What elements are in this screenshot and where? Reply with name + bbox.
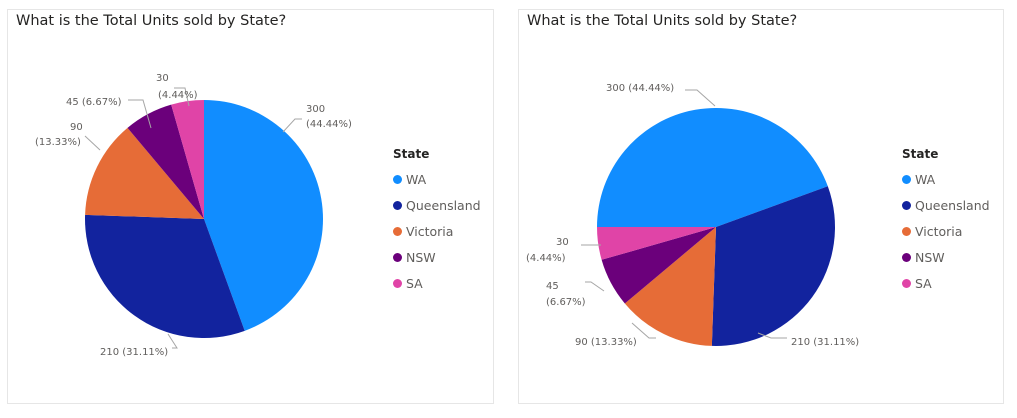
pie-slice-victoria[interactable] xyxy=(624,227,716,346)
legend: State WA Queensland Victoria NSW SA xyxy=(393,147,481,296)
legend-item-sa[interactable]: SA xyxy=(393,270,481,296)
pie-slice-nsw[interactable] xyxy=(127,104,204,219)
legend-label: NSW xyxy=(406,249,436,265)
data-label-queensland: 210 (31.11%) xyxy=(100,347,168,358)
legend-item-victoria[interactable]: Victoria xyxy=(393,218,481,244)
legend-label: WA xyxy=(406,171,427,187)
pie-chart-visual-1[interactable]: What is the Total Units sold by State? 3… xyxy=(7,9,494,404)
pie-slice-queensland[interactable] xyxy=(711,186,835,347)
legend-title: State xyxy=(393,147,430,161)
legend-dot-icon xyxy=(393,226,402,236)
legend-label: WA xyxy=(915,171,936,187)
pie-slice-sa[interactable] xyxy=(171,100,204,219)
legend-dot-icon xyxy=(393,252,402,262)
legend-dot-icon xyxy=(393,200,402,210)
data-label-sa: (4.44%) xyxy=(526,253,566,264)
legend-dot-icon xyxy=(393,278,402,288)
legend-item-nsw[interactable]: NSW xyxy=(393,244,481,270)
data-label-sa: 30 xyxy=(156,73,169,84)
data-label-nsw: (6.67%) xyxy=(546,297,586,308)
data-label-wa: 300 xyxy=(306,104,325,115)
legend-dot-icon xyxy=(902,226,911,236)
pie-slice-queensland[interactable] xyxy=(84,214,245,338)
pie-slice-sa[interactable] xyxy=(597,227,716,260)
legend-dot-icon xyxy=(902,174,911,184)
legend-label: SA xyxy=(406,275,423,291)
legend-item-queensland[interactable]: Queensland xyxy=(393,192,481,218)
data-label-victoria: 90 xyxy=(70,122,83,133)
pie-slice-wa[interactable] xyxy=(204,100,324,331)
chart-title: What is the Total Units sold by State? xyxy=(16,13,287,29)
leader-line xyxy=(631,322,656,339)
data-label-nsw: 45 (6.67%) xyxy=(66,97,122,108)
data-label-wa: 300 (44.44%) xyxy=(606,83,674,94)
pie-chart-2[interactable]: 300 (44.44%) 210 (31.11%) 90 (13.33%) 45 (6.… xyxy=(519,10,1005,405)
legend-label: Queensland xyxy=(406,197,481,213)
data-label-sa: 30 xyxy=(556,237,569,248)
data-label-victoria: 90 (13.33%) xyxy=(575,337,637,348)
pie-chart-visual-2[interactable]: What is the Total Units sold by State? 3… xyxy=(518,9,1004,404)
leader-line xyxy=(167,333,178,349)
data-label-wa: (44.44%) xyxy=(306,119,352,130)
legend-label: SA xyxy=(915,275,932,291)
legend-item-wa[interactable]: WA xyxy=(902,166,990,192)
legend-label: Victoria xyxy=(915,223,963,239)
leader-line xyxy=(757,332,787,339)
legend-dot-icon xyxy=(902,200,911,210)
legend-item-queensland[interactable]: Queensland xyxy=(902,192,990,218)
chart-title: What is the Total Units sold by State? xyxy=(527,13,798,29)
data-label-sa: (4.44%) xyxy=(158,90,198,101)
data-label-victoria: (13.33%) xyxy=(35,137,81,148)
data-label-nsw: 45 xyxy=(546,281,559,292)
legend-dot-icon xyxy=(393,174,402,184)
legend-dot-icon xyxy=(902,252,911,262)
legend-item-sa[interactable]: SA xyxy=(902,270,990,296)
pie-slice-nsw[interactable] xyxy=(601,227,716,304)
legend-label: Queensland xyxy=(915,197,990,213)
leader-line xyxy=(84,135,101,151)
legend-item-nsw[interactable]: NSW xyxy=(902,244,990,270)
legend-item-victoria[interactable]: Victoria xyxy=(902,218,990,244)
legend-label: NSW xyxy=(915,249,945,265)
pie-chart-1[interactable]: 300 (44.44%) 210 (31.11%) 90 (13.33%) 45 (6.6… xyxy=(8,10,495,405)
leader-line xyxy=(282,118,302,133)
legend-dot-icon xyxy=(902,278,911,288)
legend-label: Victoria xyxy=(406,223,454,239)
leader-line xyxy=(685,89,716,107)
data-label-queensland: 210 (31.11%) xyxy=(791,337,859,348)
legend: State WA Queensland Victoria NSW SA xyxy=(902,147,990,296)
leader-line xyxy=(585,281,605,292)
leader-line xyxy=(174,87,190,107)
pie-slice-wa[interactable] xyxy=(597,107,828,227)
legend-item-wa[interactable]: WA xyxy=(393,166,481,192)
legend-title: State xyxy=(902,147,939,161)
leader-line xyxy=(128,99,152,129)
pie-slice-victoria[interactable] xyxy=(85,127,204,219)
